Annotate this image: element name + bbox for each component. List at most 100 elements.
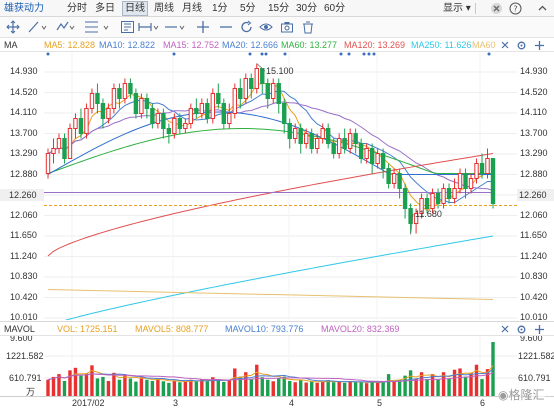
tab-stock-name[interactable]: 雄获动力 bbox=[4, 3, 44, 14]
event-marker[interactable] bbox=[372, 52, 376, 56]
delete-icon[interactable] bbox=[301, 20, 315, 34]
event-marker[interactable] bbox=[248, 52, 252, 56]
ma5-line bbox=[47, 83, 494, 212]
mavol5-value: MAVOL5: 808.777 bbox=[135, 324, 209, 334]
current-price-tag-left: 12.260 bbox=[0, 189, 44, 201]
ma40-line bbox=[47, 111, 493, 175]
resize-horizontal-icon[interactable] bbox=[137, 20, 161, 34]
period-tab-daily[interactable]: 日线 bbox=[122, 1, 148, 16]
volume-bar bbox=[260, 377, 264, 396]
minus-icon[interactable] bbox=[219, 20, 233, 34]
fib-tool-icon[interactable] bbox=[84, 20, 112, 34]
volume-bar bbox=[337, 381, 341, 396]
volume-bar bbox=[447, 378, 451, 396]
volume-bar bbox=[128, 378, 133, 396]
zoom-out-icon[interactable] bbox=[164, 20, 186, 34]
period-tab-60min[interactable]: 60分 bbox=[324, 3, 346, 14]
volume-bar bbox=[299, 380, 303, 396]
event-marker[interactable] bbox=[46, 52, 50, 56]
event-marker[interactable] bbox=[347, 52, 351, 56]
price-tick-right: 12.060 bbox=[520, 209, 548, 220]
ma250-value: MA250: 11.626 bbox=[411, 40, 472, 50]
mavol-close-icon[interactable] bbox=[500, 324, 510, 334]
line-tool-icon[interactable] bbox=[28, 20, 48, 34]
polyline-tool-icon[interactable] bbox=[56, 20, 76, 34]
ma250-line bbox=[64, 235, 494, 320]
period-tab-30min[interactable]: 30分 bbox=[296, 3, 318, 14]
event-marker[interactable] bbox=[283, 52, 287, 56]
vol-tick-right-mid: 610.791 bbox=[518, 373, 551, 383]
ma-add-icon[interactable] bbox=[534, 40, 545, 51]
candle bbox=[474, 158, 479, 184]
candle bbox=[452, 178, 457, 204]
camera-icon[interactable] bbox=[280, 20, 294, 34]
candlestick-chart[interactable] bbox=[0, 52, 554, 320]
period-tab-15min[interactable]: 15分 bbox=[268, 3, 290, 14]
ma-settings-icon[interactable] bbox=[516, 40, 527, 51]
candle bbox=[62, 133, 67, 164]
ma-close-icon[interactable] bbox=[500, 40, 510, 50]
mavol-settings-icon[interactable] bbox=[516, 324, 527, 335]
chevron-up-icon[interactable] bbox=[536, 2, 549, 15]
period-tab-weekly[interactable]: 周线 bbox=[154, 3, 174, 14]
candle bbox=[342, 128, 347, 154]
price-tick-right: 12.880 bbox=[520, 168, 548, 179]
event-marker[interactable] bbox=[487, 52, 491, 56]
event-marker[interactable] bbox=[264, 52, 268, 56]
volume-bar bbox=[216, 379, 221, 396]
volume-bar bbox=[95, 378, 100, 396]
display-dropdown[interactable]: 显示 ▾ bbox=[443, 2, 471, 15]
display-label: 显示 bbox=[443, 3, 463, 14]
candle bbox=[408, 203, 413, 234]
ma-indicator-name: MA bbox=[4, 40, 18, 50]
crosshair-icon[interactable] bbox=[6, 20, 20, 34]
volume-bar bbox=[73, 367, 78, 396]
price-tick-right: 13.700 bbox=[520, 127, 548, 138]
candle bbox=[216, 83, 221, 109]
volume-bar bbox=[441, 372, 446, 396]
volume-bar bbox=[101, 376, 105, 396]
candle bbox=[254, 63, 259, 94]
period-tab-timeshare[interactable]: 分时 bbox=[67, 3, 87, 14]
volume-bar bbox=[161, 381, 166, 396]
refresh-icon[interactable] bbox=[240, 20, 254, 34]
candle bbox=[490, 158, 496, 209]
period-tab-multiday[interactable]: 多日 bbox=[95, 3, 115, 14]
volume-bar bbox=[282, 376, 286, 396]
candle bbox=[364, 143, 369, 164]
price-tick-right: 10.010 bbox=[520, 312, 548, 322]
event-marker[interactable] bbox=[260, 52, 264, 56]
date-tick: 3 bbox=[173, 398, 179, 408]
event-marker[interactable] bbox=[367, 52, 371, 56]
mavol10-line bbox=[47, 368, 494, 383]
ma20-line bbox=[47, 101, 494, 191]
eye-icon[interactable] bbox=[259, 20, 273, 34]
price-tick-left: 14.110 bbox=[10, 107, 37, 117]
event-marker[interactable] bbox=[362, 52, 366, 56]
volume-bar bbox=[68, 370, 72, 396]
measure-icon[interactable] bbox=[120, 20, 136, 34]
mavol-add-icon[interactable] bbox=[534, 324, 545, 335]
volume-bar bbox=[172, 380, 177, 396]
ma20-value: MA20: 12.666 bbox=[222, 40, 279, 50]
period-tab-monthly[interactable]: 月线 bbox=[182, 3, 202, 14]
vol-unit-label: 万 bbox=[26, 387, 36, 397]
help-icon[interactable]: ? bbox=[509, 2, 522, 15]
candle bbox=[249, 73, 254, 99]
ma15-value: MA15: 12.752 bbox=[163, 40, 220, 50]
price-tick-left: 12.880 bbox=[10, 168, 38, 179]
candle bbox=[413, 208, 419, 234]
candle bbox=[435, 188, 441, 209]
candle bbox=[391, 168, 397, 189]
period-tab-1min[interactable]: 1分 bbox=[212, 3, 228, 14]
period-tab-5min[interactable]: 5分 bbox=[240, 3, 256, 14]
event-marker[interactable] bbox=[339, 52, 343, 56]
mavol-indicator-name: MAVOL bbox=[4, 324, 35, 334]
close-icon[interactable] bbox=[490, 2, 503, 15]
candle bbox=[111, 83, 117, 114]
volume-bar bbox=[189, 379, 193, 396]
event-marker[interactable] bbox=[172, 52, 176, 56]
volume-chart[interactable] bbox=[0, 336, 554, 396]
zoom-in-icon[interactable] bbox=[196, 20, 210, 34]
volume-bar bbox=[485, 369, 490, 396]
